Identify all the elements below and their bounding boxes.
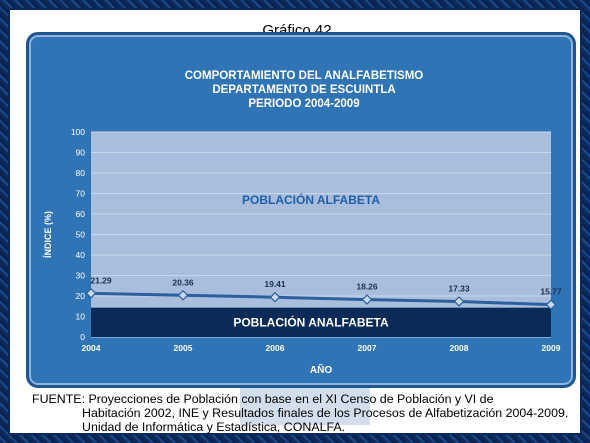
data-value-label: 15.77 xyxy=(540,287,562,297)
area-upper-label: POBLACIÓN ALFABETA xyxy=(242,192,380,207)
data-point-marker xyxy=(85,288,97,299)
data-point-marker xyxy=(269,291,281,303)
slide: Gráfico 42 COMPORTAMIENTO DEL ANALFABETI… xyxy=(8,8,582,435)
series-line xyxy=(90,291,552,307)
data-point-marker xyxy=(453,296,465,307)
y-tick-label: 30 xyxy=(76,271,86,281)
x-tick-label: 2007 xyxy=(358,343,377,353)
y-tick-label: 70 xyxy=(76,189,86,199)
chart-subtitle-period: PERIODO 2004-2009 xyxy=(248,98,359,110)
lower-band xyxy=(91,307,551,337)
x-tick-label: 2004 xyxy=(82,343,101,353)
data-value-label: 21.29 xyxy=(90,275,112,285)
y-tick-label: 20 xyxy=(76,291,86,301)
y-tick-label: 0 xyxy=(80,332,85,342)
x-axis-ticks: 2004 2005 2006 2007 2008 2009 xyxy=(82,343,561,353)
y-axis-label: ÍNDICE (%) xyxy=(43,211,53,258)
line-chart: COMPORTAMIENTO DEL ANALFABETISMO DEPARTA… xyxy=(43,70,562,376)
footnote-line-2: Habitación 2002, INE y Resultados finale… xyxy=(82,406,569,420)
y-tick-label: 50 xyxy=(76,230,86,240)
y-tick-label: 90 xyxy=(76,148,86,158)
x-tick-label: 2009 xyxy=(542,343,561,353)
data-point-marker xyxy=(361,294,373,305)
y-tick-label: 10 xyxy=(76,312,86,322)
data-value-label: 19.41 xyxy=(264,279,286,289)
y-axis-ticks: 0 10 20 30 40 50 60 70 80 90 100 xyxy=(71,127,85,342)
chart-subtitle: DEPARTAMENTO DE ESCUINTLA xyxy=(212,84,395,96)
x-tick-label: 2005 xyxy=(174,343,193,353)
data-points xyxy=(85,288,557,311)
y-tick-label: 100 xyxy=(71,127,85,137)
data-value-label: 18.26 xyxy=(356,282,378,292)
data-value-label: 20.36 xyxy=(172,277,194,287)
data-point-marker xyxy=(545,299,557,311)
y-tick-label: 40 xyxy=(76,250,86,260)
y-tick-label: 80 xyxy=(76,168,86,178)
data-point-marker xyxy=(177,289,189,301)
area-lower-label: POBLACIÓN ANALFABETA xyxy=(233,314,389,329)
data-value-label: 17.33 xyxy=(448,283,470,293)
footnote-line-1: FUENTE: Proyecciones de Población con ba… xyxy=(32,392,494,406)
data-labels: 21.29 20.36 19.41 18.26 17.33 15.77 xyxy=(90,275,562,296)
source-footnote: FUENTE: Proyecciones de Población con ba… xyxy=(32,392,580,434)
x-axis-label: AÑO xyxy=(310,363,332,376)
x-tick-label: 2006 xyxy=(266,343,285,353)
y-tick-label: 60 xyxy=(76,209,86,219)
chart-title: COMPORTAMIENTO DEL ANALFABETISMO xyxy=(185,70,424,82)
chart-panel: COMPORTAMIENTO DEL ANALFABETISMO DEPARTA… xyxy=(26,32,576,388)
x-tick-label: 2008 xyxy=(450,343,469,353)
footnote-line-3: Unidad de Informática y Estadística, CON… xyxy=(82,420,346,434)
